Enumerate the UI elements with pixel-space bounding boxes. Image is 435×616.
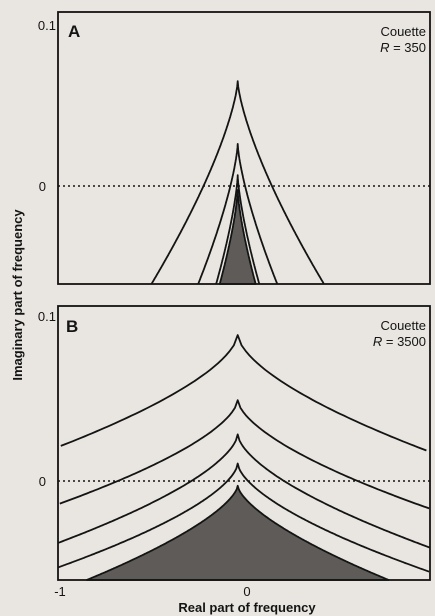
- panel-b-spectrum-curve-3: [57, 433, 431, 549]
- panel-b-annotation-line1: Couette: [380, 318, 426, 333]
- panel-b-spectrum-curve-5: [85, 484, 390, 581]
- x-axis-title: Real part of frequency: [178, 600, 316, 615]
- panel-b-ytick-0.1: 0.1: [38, 309, 56, 324]
- panel-a-frame: [57, 11, 431, 285]
- panel-b-label: B: [66, 317, 78, 336]
- panel-b-xtick--1: -1: [54, 584, 66, 599]
- panel-b-frame: [57, 305, 431, 581]
- y-axis-title: Imaginary part of frequency: [10, 209, 25, 381]
- panel-a-ytick-0: 0: [39, 179, 46, 194]
- panel-b: B Couette R = 3500 0.1 0 -1 0: [38, 305, 431, 599]
- panel-b-annotation-line2: R = 3500: [373, 334, 426, 349]
- panel-a-ytick-0.1: 0.1: [38, 18, 56, 33]
- panel-a-annotation-line1: Couette: [380, 24, 426, 39]
- panel-a-spectrum-curve-3: [215, 174, 261, 285]
- panel-a-curves: [150, 80, 325, 285]
- panel-a-label: A: [68, 22, 80, 41]
- panel-b-ytick-0: 0: [39, 474, 46, 489]
- panel-a: A Couette R = 350 0.1 0: [38, 11, 431, 285]
- panel-b-spectrum-curve-1: [60, 334, 427, 452]
- panel-a-spectrum-curve-1: [150, 80, 325, 285]
- panel-b-spectrum-curve-4: [58, 462, 430, 573]
- panel-a-spectrum-curve-2: [197, 143, 279, 285]
- panel-b-curves: [57, 334, 431, 581]
- panel-b-spectrum-curve-2: [59, 399, 430, 510]
- panel-a-spectrum-curve-4: [218, 189, 257, 285]
- panel-a-annotation-line2: R = 350: [380, 40, 426, 55]
- panel-b-xtick-0: 0: [243, 584, 250, 599]
